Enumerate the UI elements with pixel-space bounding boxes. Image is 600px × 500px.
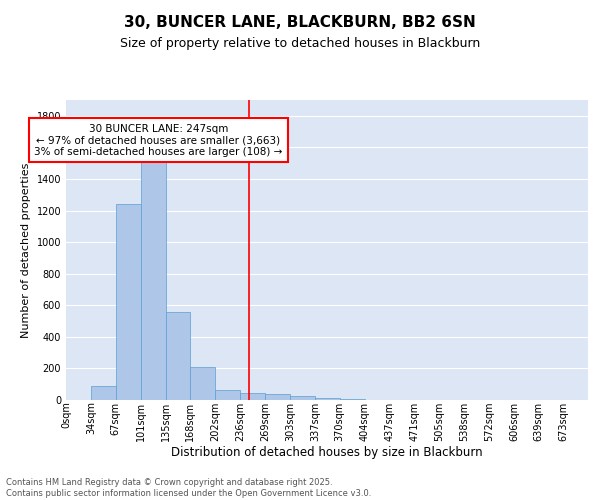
Text: Contains HM Land Registry data © Crown copyright and database right 2025.
Contai: Contains HM Land Registry data © Crown c… (6, 478, 371, 498)
Bar (91, 386, 116, 400)
Bar (166, 312, 190, 400)
Bar (116, 204, 140, 400)
Bar (340, 399, 365, 400)
Bar (290, 396, 315, 400)
Bar (315, 398, 340, 400)
Text: Size of property relative to detached houses in Blackburn: Size of property relative to detached ho… (120, 38, 480, 51)
Bar (265, 394, 290, 400)
Text: 30, BUNCER LANE, BLACKBURN, BB2 6SN: 30, BUNCER LANE, BLACKBURN, BB2 6SN (124, 15, 476, 30)
Bar (140, 162, 166, 400)
X-axis label: Distribution of detached houses by size in Blackburn: Distribution of detached houses by size … (171, 446, 483, 460)
Bar (215, 390, 241, 400)
Text: 30 BUNCER LANE: 247sqm
← 97% of detached houses are smaller (3,663)
3% of semi-d: 30 BUNCER LANE: 247sqm ← 97% of detached… (34, 124, 283, 157)
Bar (241, 394, 265, 400)
Y-axis label: Number of detached properties: Number of detached properties (21, 162, 31, 338)
Bar (190, 367, 215, 400)
